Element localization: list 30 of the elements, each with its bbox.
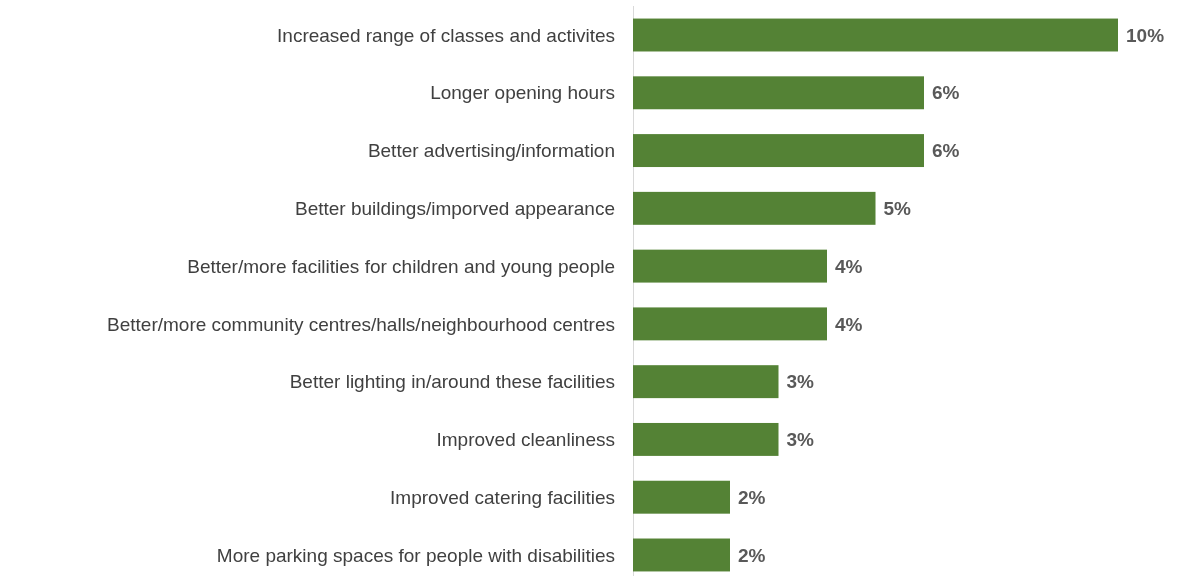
bar xyxy=(633,422,779,456)
bar xyxy=(633,480,730,514)
bar xyxy=(633,18,1118,52)
data-label: 6% xyxy=(932,82,960,104)
data-label: 4% xyxy=(835,313,863,335)
bar xyxy=(633,249,827,283)
y-tick-label: More parking spaces for people with disabilities xyxy=(216,544,615,566)
bar xyxy=(633,76,924,110)
data-label: 10% xyxy=(1126,24,1165,46)
data-label: 3% xyxy=(786,429,815,451)
y-tick-label: Improved catering facilities xyxy=(390,486,615,508)
bar xyxy=(633,191,876,225)
y-tick-label: Better/more facilities for children and young people xyxy=(187,255,615,277)
y-tick-label: Better/more community centres/halls/neighbourhood centres xyxy=(107,313,615,335)
y-tick-label: Better advertising/information xyxy=(367,140,615,162)
data-label: 3% xyxy=(786,371,815,393)
data-label: 4% xyxy=(835,255,863,277)
bar xyxy=(633,307,827,341)
data-label: 5% xyxy=(883,197,912,219)
y-tick-label: Increased range of classes and activites xyxy=(277,24,615,46)
bar xyxy=(633,134,924,168)
y-tick-label: Better lighting in/around these facilities xyxy=(289,371,615,393)
data-label: 6% xyxy=(932,140,960,162)
data-label: 2% xyxy=(738,486,766,508)
bar xyxy=(633,365,779,399)
y-tick-label: Better buildings/imporved appearance xyxy=(294,197,615,219)
y-tick-label: Longer opening hours xyxy=(430,82,615,104)
bar xyxy=(633,538,730,572)
y-tick-label: Improved cleanliness xyxy=(436,429,615,451)
data-label: 2% xyxy=(738,544,766,566)
